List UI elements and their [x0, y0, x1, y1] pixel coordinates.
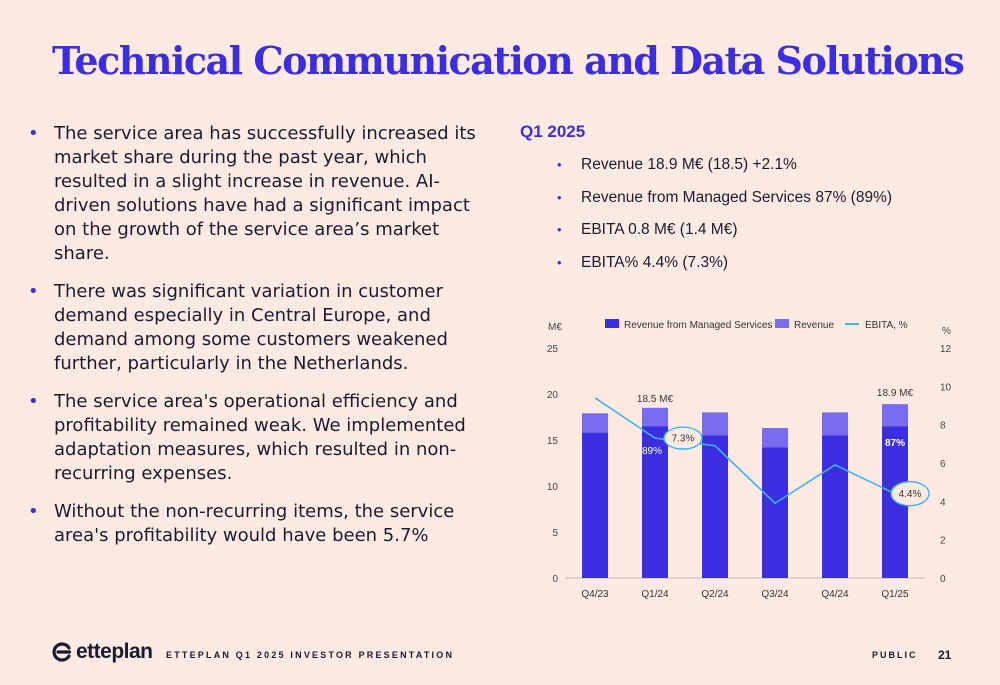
data-label-q124-total: 18.5 M€: [637, 394, 674, 405]
y-tick-right-label: 4: [940, 497, 946, 508]
y-axis-right-label: %: [942, 326, 951, 337]
bar-managed-services-Q4/23: [582, 432, 608, 578]
bullet-line: demand especially in Central Europe, and: [54, 305, 431, 326]
ebita-callout-q125: [890, 480, 930, 507]
bullet-line: market share during the past year, which: [54, 147, 427, 168]
y-tick-right-label: 8: [940, 421, 946, 432]
y-axis-left-label: M€: [548, 322, 562, 333]
etteplan-logo-icon: [52, 642, 72, 662]
bullet-line: The service area's operational efficienc…: [54, 391, 458, 412]
bar-managed-services-Q3/24: [762, 447, 788, 578]
summary-bullet: • The service area has successfully incr…: [28, 122, 498, 266]
y-tick-right-label: 12: [940, 344, 952, 355]
ebita-line: [594, 397, 896, 505]
x-tick-label: Q3/24: [761, 589, 789, 600]
bullet-line: profitability remained weak. We implemen…: [54, 415, 466, 436]
bullet-icon: •: [28, 123, 39, 144]
summary-bullet: • The service area's operational efficie…: [28, 390, 498, 486]
summary-bullet: • Without the non-recurring items, the s…: [28, 500, 498, 548]
bullet-line: area's profitability would have been 5.7…: [54, 525, 429, 546]
bar-managed-services-Q2/24: [702, 435, 728, 578]
y-tick-left-label: 15: [547, 436, 559, 447]
bullet-icon: •: [557, 157, 562, 172]
y-tick-left-label: 10: [547, 482, 559, 493]
data-label-q124-share: 89%: [642, 446, 662, 457]
etteplan-logo: etteplan: [52, 640, 153, 664]
y-tick-right-label: 2: [940, 536, 946, 547]
bar-revenue-Q1/25: [882, 404, 908, 427]
quarter-heading: Q1 2025: [520, 122, 586, 141]
bar-revenue-Q2/24: [702, 412, 728, 436]
bar-revenue-Q4/24: [822, 412, 848, 436]
page-number: 21: [938, 648, 952, 662]
y-tick-left-label: 0: [552, 574, 558, 585]
legend-label-managed-services: Revenue from Managed Services: [624, 320, 772, 331]
y-tick-right-label: 0: [940, 574, 946, 585]
bullet-line: on the growth of the service area’s mark…: [54, 219, 440, 240]
bullet-line: adaptation measures, which resulted in n…: [54, 439, 457, 460]
data-label-q124-ebita: 7.3%: [672, 434, 695, 445]
legend-label-revenue: Revenue: [794, 320, 834, 331]
data-label-q125-ebita: 4.4%: [899, 489, 922, 500]
bullet-line: demand among some customers weakened: [54, 329, 448, 350]
bullet-line: further, particularly in the Netherlands…: [54, 353, 409, 374]
footer-presentation-title: ETTEPLAN Q1 2025 INVESTOR PRESENTATION: [166, 650, 455, 660]
legend-swatch-managed-services: [605, 319, 619, 328]
bullet-icon: •: [28, 501, 39, 522]
bar-revenue-Q3/24: [762, 428, 788, 448]
classification-label: PUBLIC: [872, 650, 918, 660]
y-tick-left-label: 25: [547, 344, 559, 355]
kpi-text: EBITA% 4.4% (7.3%): [581, 253, 729, 271]
x-tick-label: Q4/23: [581, 589, 609, 600]
legend-swatch-revenue: [775, 319, 789, 328]
bullet-line: driven solutions have had a significant …: [54, 195, 470, 216]
bar-managed-services-Q1/24: [642, 426, 668, 578]
page-title: Technical Communication and Data Solutio…: [52, 38, 965, 83]
ebita-callout-q124: [663, 426, 703, 450]
x-tick-label: Q1/25: [881, 589, 909, 600]
y-tick-right-label: 6: [940, 459, 946, 470]
x-tick-label: Q1/24: [641, 589, 669, 600]
kpi-bullet: • Revenue 18.9 M€ (18.5) +2.1%: [557, 155, 892, 175]
summary-bullet-list: • The service area has successfully incr…: [28, 122, 498, 562]
kpi-bullet: • Revenue from Managed Services 87% (89%): [557, 188, 892, 208]
kpi-text: Revenue from Managed Services 87% (89%): [581, 188, 893, 206]
x-tick-label: Q2/24: [701, 589, 729, 600]
revenue-ebita-chart: M€ % 0 5 10 15 20 25 0 2 4 6 8 10 12 Revenue from Manag…: [547, 319, 952, 600]
summary-bullet: • There was significant variation in cus…: [28, 280, 498, 376]
bullet-icon: •: [28, 281, 39, 302]
bar-managed-services-Q4/24: [822, 435, 848, 578]
y-tick-left-label: 5: [552, 528, 558, 539]
kpi-text: EBITA 0.8 M€ (1.4 M€): [581, 221, 738, 238]
bullet-icon: •: [557, 254, 562, 270]
bullet-line: share.: [54, 243, 110, 264]
legend-label-ebita: EBITA, %: [865, 320, 908, 331]
bullet-icon: •: [28, 391, 39, 412]
bullet-icon: •: [557, 222, 562, 237]
kpi-bullet: • EBITA% 4.4% (7.3%): [557, 253, 892, 273]
bullet-line: recurring expenses.: [54, 463, 233, 484]
bullet-line: Without the non-recurring items, the ser…: [54, 501, 455, 522]
bar-revenue-Q1/24: [642, 407, 668, 427]
bullet-line: The service area has successfully increa…: [54, 123, 476, 144]
x-tick-label: Q4/24: [821, 589, 849, 600]
bullet-line: resulted in a slight increase in revenue…: [54, 171, 440, 192]
y-tick-right-label: 10: [940, 382, 952, 393]
logo-text: etteplan: [76, 640, 153, 663]
kpi-bullet-list: • Revenue 18.9 M€ (18.5) +2.1% • Revenue f…: [557, 155, 892, 285]
bar-revenue-Q4/23: [582, 413, 608, 433]
kpi-bullet: • EBITA 0.8 M€ (1.4 M€): [557, 220, 892, 240]
bullet-line: There was significant variation in custo…: [54, 281, 444, 302]
kpi-text: Revenue 18.9 M€ (18.5) +2.1%: [581, 156, 797, 173]
data-label-q125-share: 87%: [885, 438, 905, 449]
y-tick-left-label: 20: [547, 390, 559, 401]
bullet-icon: •: [557, 189, 562, 205]
data-label-q125-total: 18.9 M€: [877, 388, 914, 399]
